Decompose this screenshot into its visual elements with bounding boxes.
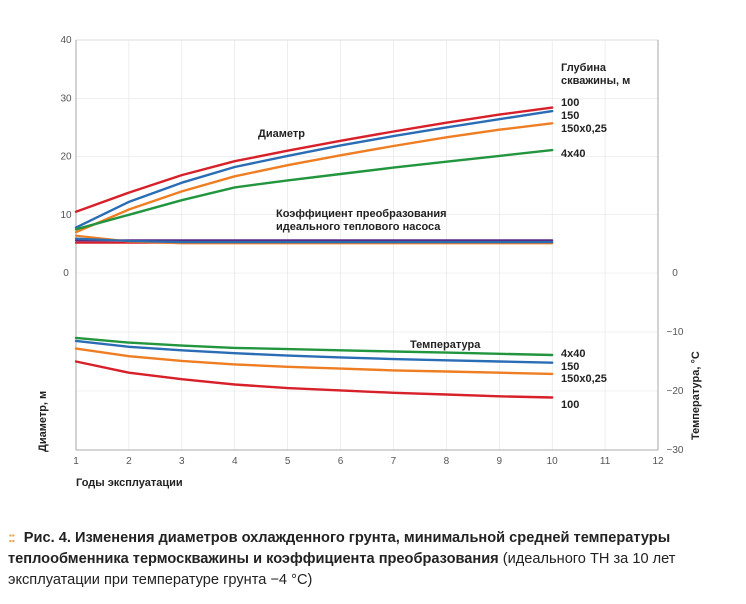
diameter-series-150x0-25-line: [74, 122, 554, 234]
x-tick-label: 12: [652, 456, 664, 467]
x-tick-label: 7: [391, 456, 397, 467]
caption-figure-number: Рис. 4.: [23, 530, 71, 546]
plot-frame: [75, 39, 659, 451]
left-tick-label: 40: [60, 35, 72, 46]
x-tick-label: 5: [285, 456, 291, 467]
caption-description: (идеального ТН за 10 лет эксплуатации пр…: [8, 551, 676, 588]
diameter-series-label: 100: [561, 97, 579, 109]
right-tick-label: −20: [667, 386, 684, 397]
left-axis-label: Диаметр, м: [37, 391, 49, 452]
x-tick-label: 2: [126, 456, 132, 467]
x-tick-label: 4: [232, 456, 238, 467]
cop-series-line-4: [74, 237, 554, 244]
x-axis-label: Годы эксплуатации: [76, 477, 183, 489]
diameter-series-label: 150x0,25: [561, 123, 607, 135]
left-tick-label: 20: [60, 152, 72, 163]
figure-caption: :: Рис. 4. Изменения диаметров охлажденн…: [8, 528, 744, 591]
right-axis-label: Температура, °С: [690, 351, 702, 440]
right-tick-label: −30: [667, 445, 684, 456]
temperature-series-label: 100: [561, 399, 579, 411]
legend-title: Глубина скважины, м: [561, 62, 630, 87]
right-tick-label: 0: [672, 268, 678, 279]
x-tick-label: 1: [73, 456, 79, 467]
left-tick-label: 10: [60, 210, 72, 221]
diameter-series-label: 4x40: [561, 148, 585, 160]
temperature-series-label: 150x0,25: [561, 373, 607, 385]
temperature-group-label: Температура: [410, 339, 481, 351]
caption-bullet-icon: ::: [8, 530, 16, 546]
x-tick-label: 11: [600, 456, 611, 467]
temperature-series-4x40-line: [74, 336, 554, 357]
temperature-series-label: 4x40: [561, 348, 585, 360]
x-tick-label: 9: [496, 456, 502, 467]
diameter-series-label: 150: [561, 110, 579, 122]
temperature-series-100-line: [74, 360, 554, 399]
left-tick-label: 0: [63, 268, 69, 279]
x-tick-label: 3: [179, 456, 185, 467]
x-tick-label: 6: [338, 456, 344, 467]
diameter-series-150-line: [74, 109, 554, 229]
temperature-series-150-line: [74, 339, 554, 364]
temperature-series-150x0-25-line: [74, 347, 554, 376]
x-tick-label: 8: [444, 456, 450, 467]
right-tick-label: −10: [667, 327, 684, 338]
x-tick-label: 10: [547, 456, 559, 467]
diameter-group-label: Диаметр: [258, 128, 305, 140]
cop-group-label: Коэффициент преобразования идеального теп…: [276, 208, 447, 233]
temperature-series-label: 150: [561, 361, 579, 373]
left-tick-label: 30: [60, 93, 72, 104]
diameter-series-100-line: [74, 106, 554, 214]
diameter-series-4x40-line: [74, 148, 554, 231]
caption-title: Изменения диаметров охлажденного грунта,…: [8, 530, 671, 567]
